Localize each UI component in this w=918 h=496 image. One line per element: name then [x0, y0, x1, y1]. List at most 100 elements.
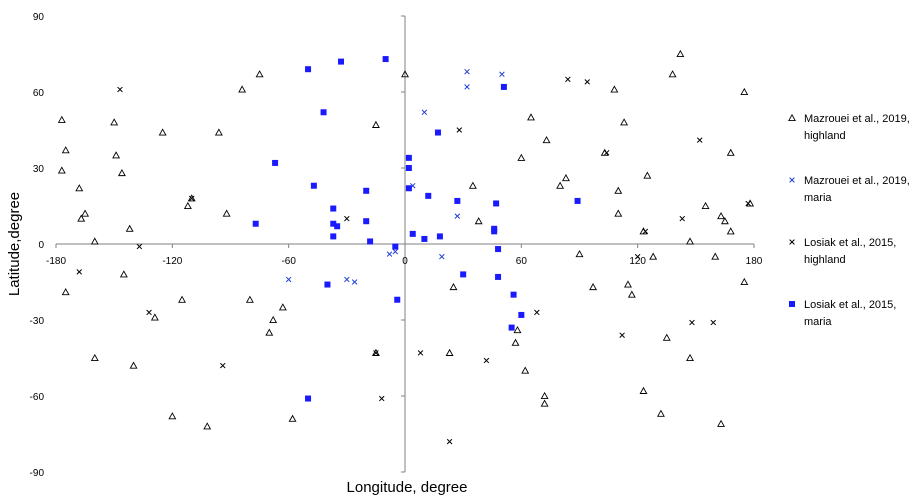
data-point — [324, 281, 331, 288]
y-tick-label: -60 — [30, 392, 45, 403]
data-point — [527, 113, 535, 121]
data-point — [421, 235, 428, 242]
data-point — [76, 269, 83, 275]
data-point — [556, 181, 565, 189]
data-point — [57, 115, 66, 123]
data-point — [81, 209, 90, 217]
data-markers — [57, 49, 755, 445]
legend-marker — [789, 177, 795, 183]
data-point — [436, 233, 443, 240]
data-point — [330, 205, 337, 212]
data-point — [344, 215, 350, 222]
data-point — [129, 361, 138, 369]
data-point — [542, 136, 551, 144]
data-point — [371, 348, 380, 356]
data-point — [495, 246, 502, 253]
data-point — [513, 326, 522, 334]
y-axis-title: Latitude,degree — [6, 192, 23, 296]
data-point — [745, 200, 751, 207]
legend-label: Losiak et al., 2015, — [804, 299, 896, 311]
data-point — [245, 295, 254, 303]
data-point — [619, 332, 625, 338]
data-point — [454, 213, 461, 219]
data-point — [61, 146, 70, 154]
data-point — [392, 243, 399, 250]
data-point — [639, 386, 648, 394]
data-point — [305, 395, 312, 402]
data-point — [584, 79, 591, 85]
legend-label: Mazrouei et al., 2019, — [804, 175, 910, 187]
data-point — [401, 70, 409, 78]
data-point — [662, 333, 671, 341]
data-point — [382, 56, 389, 63]
data-point — [288, 414, 297, 422]
series-2 — [76, 76, 751, 445]
data-point — [363, 187, 370, 194]
data-point — [265, 328, 274, 336]
y-tick-label: -30 — [30, 316, 45, 327]
data-point — [493, 200, 500, 207]
data-point — [686, 353, 694, 362]
data-point — [146, 309, 152, 316]
data-point — [589, 282, 598, 291]
x-tick-label: -60 — [281, 256, 296, 267]
legend-label: maria — [804, 316, 832, 328]
data-point — [252, 220, 259, 227]
data-point — [168, 412, 177, 420]
legend-label: maria — [804, 192, 832, 204]
legend-marker — [789, 239, 795, 245]
data-point — [117, 86, 123, 93]
data-point — [371, 120, 380, 128]
data-point — [676, 49, 685, 58]
data-point — [77, 214, 86, 222]
data-point — [540, 399, 549, 407]
data-point — [405, 185, 412, 192]
data-point — [701, 201, 710, 210]
data-point — [517, 153, 526, 161]
data-point — [668, 70, 677, 78]
series-3 — [252, 56, 581, 402]
data-point — [90, 353, 99, 362]
data-point — [392, 248, 399, 255]
x-tick-label: -120 — [162, 256, 182, 267]
data-point — [540, 391, 549, 400]
data-point — [405, 154, 412, 161]
data-point — [624, 280, 632, 288]
data-point — [614, 186, 623, 194]
data-point — [717, 419, 726, 427]
x-tick-label: 180 — [746, 256, 763, 267]
data-point — [117, 168, 126, 177]
data-point — [188, 195, 195, 202]
data-point — [491, 228, 498, 235]
legend-label: highland — [804, 130, 846, 142]
data-point — [285, 276, 292, 283]
data-point — [456, 127, 463, 133]
data-point — [614, 209, 623, 217]
data-point — [269, 315, 278, 324]
data-point — [500, 83, 507, 90]
data-point — [125, 224, 134, 232]
data-point — [417, 350, 424, 356]
data-point — [421, 109, 428, 116]
data-point — [642, 228, 649, 235]
data-point — [57, 166, 66, 174]
data-point — [449, 282, 458, 291]
data-point — [726, 148, 735, 156]
data-point — [378, 395, 385, 402]
data-point — [344, 276, 350, 283]
data-point — [278, 303, 287, 311]
data-point — [222, 209, 231, 217]
data-point — [214, 128, 223, 136]
data-point — [320, 109, 327, 116]
data-point — [711, 252, 720, 260]
data-point — [534, 309, 540, 316]
series-0 — [57, 49, 755, 430]
data-point — [649, 252, 658, 260]
data-point — [468, 181, 477, 189]
data-point — [434, 129, 441, 136]
data-point — [338, 58, 345, 65]
data-point — [627, 290, 636, 298]
data-point — [689, 319, 695, 326]
data-point — [351, 279, 358, 285]
axes: -180 -120 -60 0 60 120 180 90 60 30 0 -30 -60 -90 — [30, 12, 763, 479]
